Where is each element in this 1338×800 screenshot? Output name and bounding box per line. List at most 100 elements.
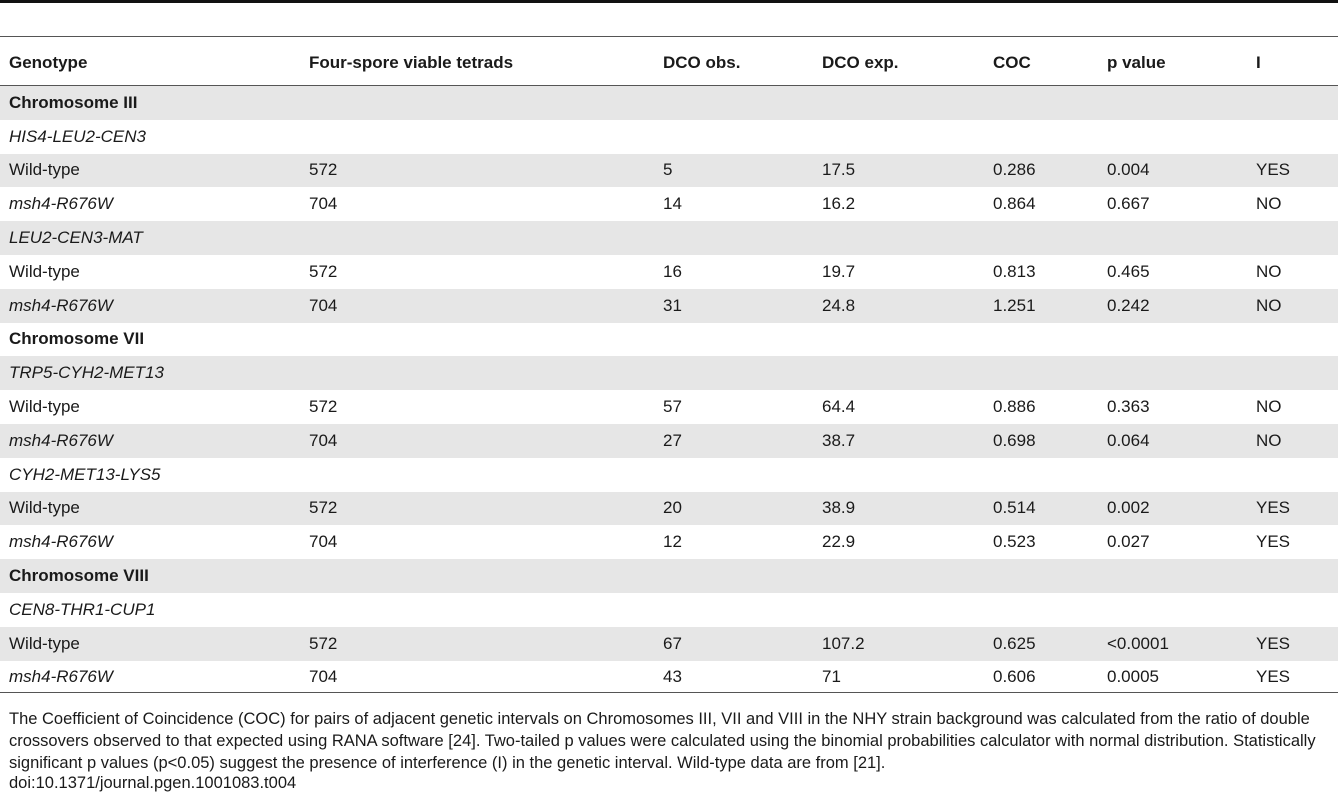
table-cell: 0.465 [1107,261,1150,281]
table-cell: 19.7 [822,261,856,281]
column-header: Genotype [0,41,300,86]
table-cell: YES [1256,532,1291,552]
table-cell: 704 [300,288,654,323]
table-cell: 31 [654,288,813,323]
interval-label: LEU2-CEN3-MAT [0,221,1338,255]
table-cell: YES [1256,667,1291,687]
table-cell: 0.363 [1107,397,1150,417]
table-cell: 0.002 [1098,491,1247,526]
table-row: Wild-type 572 5 17.5 0.286 0.004 YES [0,153,1338,188]
table-cell: 0.813 [993,261,1036,281]
chromosome-label: Chromosome III [0,85,1338,120]
table-row: msh4-R676W 704 12 22.9 0.523 0.027 YES [0,525,1338,559]
table-cell: YES [1247,491,1338,526]
interval-row: CEN8-THR1-CUP1 [0,593,1338,627]
column-header: I [1247,41,1338,86]
table-cell: 0.606 [993,667,1036,687]
table-cell: 704 [309,194,338,214]
column-header: p value [1098,41,1247,86]
table-cell: 27 [654,423,813,458]
table-cell: 704 [309,667,338,687]
table-cell: Wild-type [9,261,80,281]
table-cell: 0.864 [993,194,1036,214]
table-cell: msh4-R676W [9,532,113,552]
table-row: Wild-type 572 20 38.9 0.514 0.002 YES [0,491,1338,526]
chromosome-label: Chromosome VII [9,329,145,349]
table-cell: msh4-R676W [0,288,300,323]
table-cell: Wild-type [0,153,300,188]
table-cell: 107.2 [813,626,984,661]
table-cell: 572 [300,626,654,661]
table-cell: 1.251 [984,288,1098,323]
table-cell: 0.004 [1098,153,1247,188]
table-cell: NO [1256,397,1282,417]
table-cell: <0.0001 [1098,626,1247,661]
table-row: Wild-type 572 57 64.4 0.886 0.363 NO [0,390,1338,424]
table-cell: NO [1256,194,1282,214]
table-cell: 572 [309,261,338,281]
table-cell: 0.286 [984,153,1098,188]
table-cell: 16 [663,261,682,281]
table-cell: 17.5 [813,153,984,188]
header-row: Genotype Four-spore viable tetrads DCO o… [0,41,1338,86]
table-cell: NO [1256,261,1282,281]
table-cell: msh4-R676W [9,667,113,687]
table-cell: 24.8 [813,288,984,323]
table-row: msh4-R676W 704 14 16.2 0.864 0.667 NO [0,187,1338,221]
table-row: msh4-R676W 704 43 71 0.606 0.0005 YES [0,661,1338,695]
table-cell: Wild-type [9,397,80,417]
table-footnote: The Coefficient of Coincidence (COC) for… [9,710,1316,772]
table-cell: YES [1247,626,1338,661]
table-cell: msh4-R676W [9,194,113,214]
table-row: Wild-type 572 67 107.2 0.625 <0.0001 YES [0,626,1338,661]
table-cell: 22.9 [822,532,856,552]
table-cell: 0.886 [993,397,1036,417]
chromosome-label: Chromosome VIII [0,559,1338,593]
header-top-rule [0,36,1338,37]
table-cell: 20 [654,491,813,526]
table-cell: Wild-type [0,626,300,661]
table-row: msh4-R676W 704 31 24.8 1.251 0.242 NO [0,288,1338,323]
table-cell: NO [1247,423,1338,458]
interval-label: CYH2-MET13-LYS5 [9,464,161,484]
chromosome-row: Chromosome III [0,85,1338,120]
doi-text: doi:10.1371/journal.pgen.1001083.t004 [9,774,297,792]
column-header: DCO exp. [813,41,984,86]
table-bottom-rule [0,692,1338,693]
table-row: msh4-R676W 704 27 38.7 0.698 0.064 NO [0,423,1338,458]
table-cell: 5 [654,153,813,188]
table-cell: 0.523 [993,532,1036,552]
column-header: COC [984,41,1098,86]
interval-row: CYH2-MET13-LYS5 [0,458,1338,492]
table-cell: YES [1247,153,1338,188]
table-cell: 38.9 [813,491,984,526]
table-cell: 0.027 [1107,532,1150,552]
table-cell: 43 [663,667,682,687]
coc-table: Genotype Four-spore viable tetrads DCO o… [0,41,1338,694]
table-cell: 0.667 [1107,194,1150,214]
table-cell: 0.064 [1098,423,1247,458]
table-cell: 64.4 [822,397,856,417]
interval-row: HIS4-LEU2-CEN3 [0,120,1338,154]
column-header: DCO obs. [654,41,813,86]
table-cell: 704 [309,532,338,552]
chromosome-row: Chromosome VII [0,323,1338,357]
table-top-rule [0,0,1338,3]
table-cell: 572 [309,397,338,417]
table-cell: 572 [300,153,654,188]
interval-label: HIS4-LEU2-CEN3 [9,126,146,146]
table-cell: 572 [300,491,654,526]
table-cell: 57 [663,397,682,417]
interval-label: CEN8-THR1-CUP1 [9,599,156,619]
table-cell: 0.0005 [1107,667,1159,687]
table-cell: 12 [663,532,682,552]
table-cell: 0.242 [1098,288,1247,323]
interval-label: TRP5-CYH2-MET13 [0,356,1338,391]
table-cell: 0.698 [984,423,1098,458]
column-header: Four-spore viable tetrads [300,41,654,86]
chromosome-row: Chromosome VIII [0,559,1338,593]
table-cell: 704 [300,423,654,458]
table-cell: 67 [654,626,813,661]
interval-row: LEU2-CEN3-MAT [0,221,1338,255]
table-body: Chromosome III HIS4-LEU2-CEN3 Wild-type 572… [0,85,1338,695]
